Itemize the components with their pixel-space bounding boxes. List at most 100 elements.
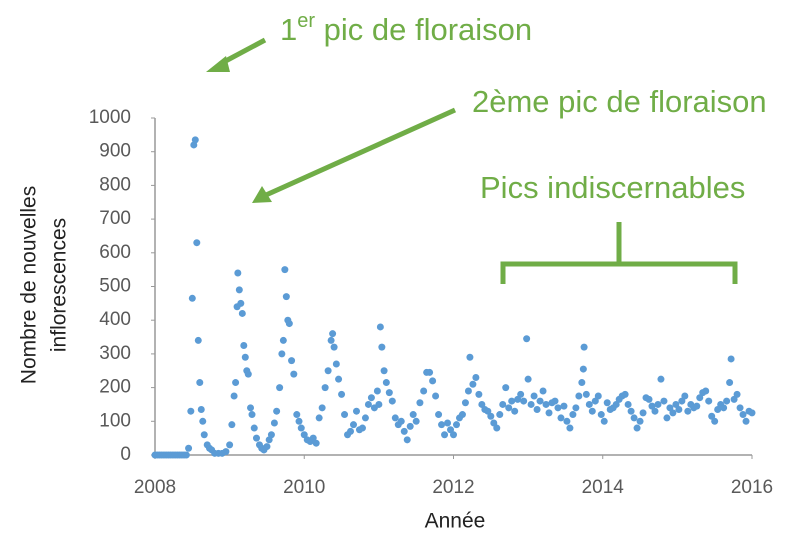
point [511,407,519,415]
arrow-head [206,56,230,72]
point [493,424,501,432]
annotation: 2ème pic de floraison [472,84,767,119]
point [672,400,680,408]
point [530,392,538,400]
point [450,431,457,439]
point [315,414,323,422]
x-tick-label: 2008 [134,477,176,498]
point [312,439,320,447]
point [234,269,242,277]
x-tick-label: 2016 [731,477,773,498]
point [191,136,199,144]
point [288,357,296,365]
point [420,387,428,395]
point [281,266,289,274]
point [502,384,510,392]
point [711,417,719,425]
y-tick-label: 1000 [89,107,131,128]
point [578,379,586,387]
point [545,409,553,417]
point [557,414,565,422]
point [197,406,205,414]
point [244,370,252,378]
point [539,387,547,395]
point [435,411,443,419]
point [391,414,399,422]
point [188,294,196,302]
point [508,397,516,405]
y-tick-label: 300 [99,343,131,364]
y-tick-label: 800 [99,174,131,195]
point [267,431,275,439]
point [621,390,629,398]
point [238,309,246,317]
point [318,404,326,412]
point [517,390,525,398]
point [636,417,644,425]
point [226,441,234,449]
point [639,409,647,417]
point [666,404,674,412]
point [352,407,360,415]
y-axis-label: Nombre de nouvelles [18,186,41,384]
point [194,336,202,344]
point [338,390,346,398]
point [247,404,255,412]
point [240,341,248,349]
point [475,390,483,398]
point [329,330,337,338]
point [560,402,568,410]
point [429,377,437,385]
point [542,400,550,408]
point [273,407,281,415]
point [726,379,734,387]
point [645,395,653,403]
point [603,399,611,407]
point [373,387,381,395]
point [248,411,256,419]
point [232,379,240,387]
point [663,414,671,422]
point [444,419,452,427]
point [466,353,474,361]
point [597,411,605,419]
point [300,431,308,439]
point [624,400,632,408]
point [222,448,230,456]
point [458,411,466,419]
point [648,402,656,410]
point [657,375,665,383]
point [187,407,195,415]
point [523,335,531,343]
point [263,443,271,451]
point [693,402,701,410]
point [309,434,317,442]
point [469,380,477,388]
point [580,343,588,351]
point [736,404,744,412]
point [385,389,393,397]
point [496,411,504,419]
annotation: Pics indiscernables [480,170,745,205]
y-tick-label: 500 [99,276,131,297]
point [505,404,513,412]
point [575,392,583,400]
point [733,390,741,398]
point [678,397,686,405]
x-tick-label: 2014 [582,477,625,498]
point [566,424,574,432]
x-tick-label: 2010 [283,477,325,498]
point [426,368,434,376]
point [341,411,349,419]
point [409,411,417,419]
point [241,353,249,361]
point [478,400,486,408]
y-tick-label: 700 [99,208,131,229]
point [412,417,420,425]
point [432,392,440,400]
point [742,417,750,425]
point [452,421,460,429]
point [324,367,332,375]
point [594,392,602,400]
y-tick-label: 400 [99,309,131,330]
